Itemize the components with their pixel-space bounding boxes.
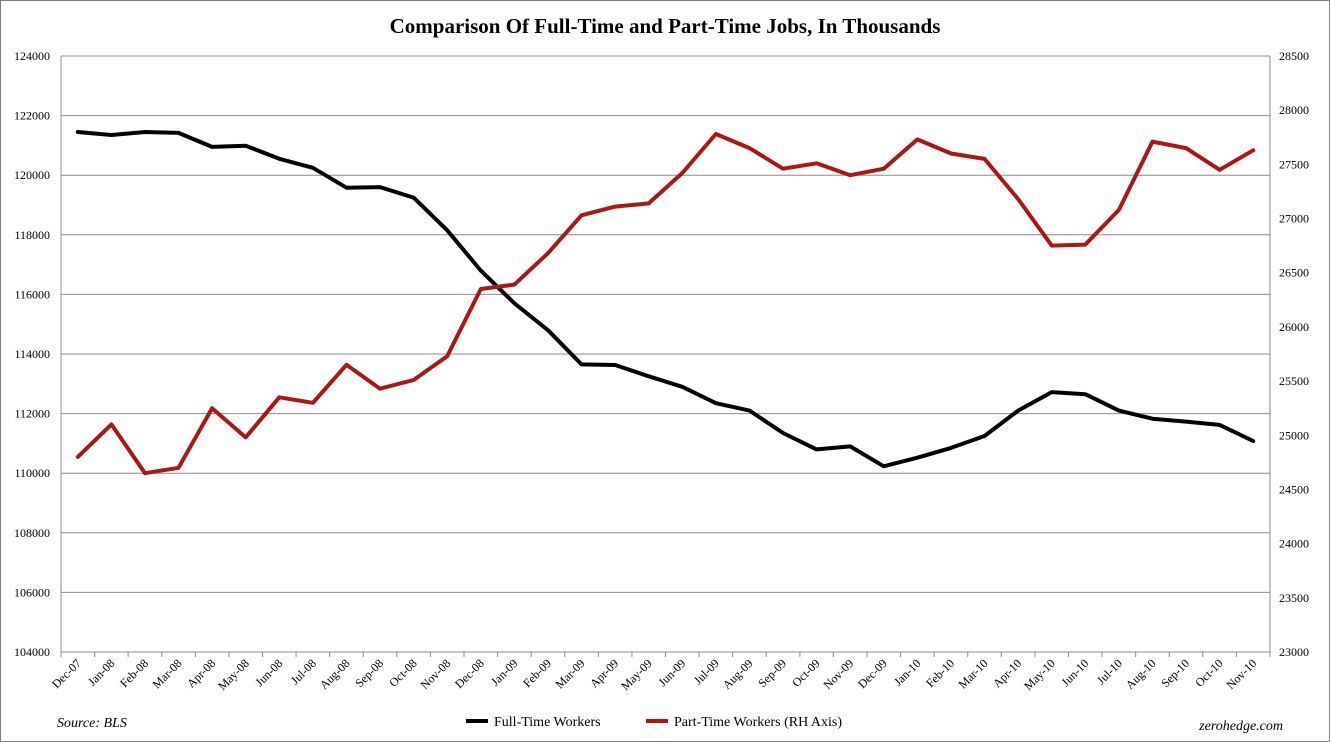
left-tick-label: 124000 [14, 49, 50, 63]
left-tick-label: 108000 [14, 526, 50, 540]
x-tick-label: Oct-10 [1192, 656, 1225, 689]
x-tick-label: Feb-08 [117, 656, 151, 690]
x-tick-label: Jul-10 [1094, 656, 1125, 687]
x-tick-label: Mar-10 [955, 656, 990, 691]
right-axis-tick-labels: 23000 23500 24000 24500 25000 25500 26000 26500… [1279, 49, 1309, 659]
x-tick-label: May-08 [215, 656, 252, 693]
x-tick-label: Apr-10 [990, 656, 1024, 690]
left-tick-label: 122000 [14, 109, 50, 123]
x-tick-label: Aug-08 [317, 656, 353, 692]
right-tick-label: 28500 [1279, 49, 1309, 63]
left-tick-label: 106000 [14, 585, 50, 599]
credit-note: zerohedge.com [1198, 719, 1283, 734]
right-tick-label: 24000 [1279, 537, 1309, 551]
x-tick-label: May-09 [618, 656, 655, 693]
x-tick-label: Jul-08 [288, 656, 319, 687]
left-tick-label: 114000 [14, 347, 50, 361]
x-tick-label: Jan-08 [85, 656, 118, 689]
right-tick-label: 23500 [1279, 591, 1309, 605]
x-tick-label: Nov-08 [417, 656, 453, 692]
left-tick-label: 118000 [14, 228, 50, 242]
plot-area-border [60, 56, 1271, 657]
x-tick-label: Apr-08 [184, 656, 218, 690]
x-tick-label: Sep-09 [755, 656, 789, 690]
chart-title: Comparison Of Full-Time and Part-Time Jo… [390, 14, 941, 38]
x-tick-label: Nov-10 [1223, 656, 1259, 692]
left-tick-label: 120000 [14, 168, 50, 182]
right-tick-label: 25000 [1279, 428, 1309, 442]
legend-label-part-time: Part-Time Workers (RH Axis) [674, 715, 842, 730]
right-tick-label: 26000 [1279, 320, 1309, 334]
right-tick-label: 23000 [1279, 645, 1309, 659]
legend-label-full-time: Full-Time Workers [494, 715, 601, 730]
x-tick-label: Jun-09 [655, 656, 688, 689]
x-tick-label: Jun-10 [1058, 656, 1091, 689]
right-tick-label: 28000 [1279, 103, 1309, 117]
series-line-full-time [75, 130, 1256, 469]
right-tick-label: 27500 [1279, 157, 1309, 171]
left-tick-label: 116000 [14, 287, 50, 301]
x-tick-label: Jan-09 [488, 656, 521, 689]
x-tick-label: May-10 [1021, 656, 1058, 693]
x-tick-label: Jan-10 [891, 656, 924, 689]
x-tick-label: Feb-10 [923, 656, 957, 690]
x-tick-label: Oct-08 [386, 656, 419, 689]
x-tick-label: Aug-10 [1123, 656, 1159, 692]
source-note: Source: BLS [57, 716, 127, 731]
x-tick-label: Sep-10 [1158, 656, 1192, 690]
x-tick-label: Feb-09 [520, 656, 554, 690]
series-lines [75, 130, 1256, 476]
x-tick-label: Aug-09 [720, 656, 756, 692]
x-tick-label: Nov-09 [820, 656, 856, 692]
left-tick-label: 112000 [14, 407, 50, 421]
legend: Full-Time Workers Part-Time Workers (RH … [466, 715, 842, 730]
x-tick-label: Dec-07 [49, 656, 84, 691]
right-tick-label: 26500 [1279, 266, 1309, 280]
left-axis-tick-labels: 104000 106000 108000 110000 112000 114000 1160… [14, 49, 50, 659]
x-tick-label: Apr-09 [587, 656, 621, 690]
right-tick-label: 27000 [1279, 212, 1309, 226]
right-tick-label: 25500 [1279, 374, 1309, 388]
x-tick-label: Sep-08 [352, 656, 386, 690]
x-tick-label: Oct-09 [789, 656, 822, 689]
left-tick-label: 110000 [14, 466, 50, 480]
x-tick-label: Mar-09 [552, 656, 587, 691]
x-tick-label: Jun-08 [252, 656, 285, 689]
x-tick-label: Jul-09 [691, 656, 722, 687]
right-tick-label: 24500 [1279, 482, 1309, 496]
x-tick-label: Dec-09 [855, 656, 890, 691]
series-line-part-time [75, 132, 1256, 476]
x-tick-label: Dec-08 [452, 656, 487, 691]
x-tick-label: Mar-08 [149, 656, 184, 691]
gridlines [61, 55, 1270, 653]
left-tick-label: 104000 [14, 645, 50, 659]
